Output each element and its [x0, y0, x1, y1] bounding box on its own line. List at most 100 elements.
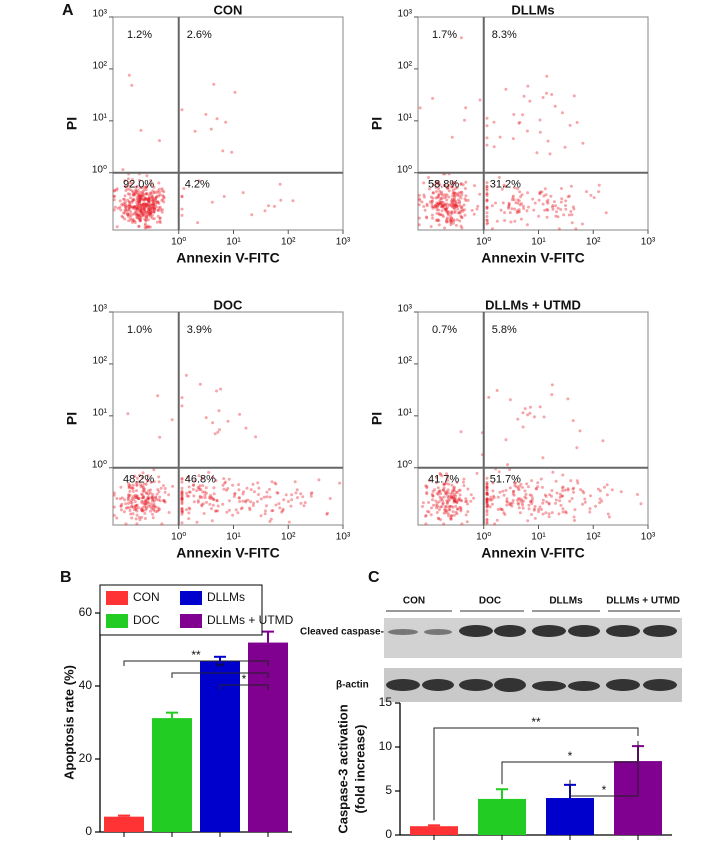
event-dot: [433, 205, 437, 209]
event-dot: [543, 187, 547, 191]
event-dot: [231, 513, 235, 517]
event-dot: [478, 192, 482, 196]
event-dot: [441, 501, 445, 505]
event-dot: [299, 501, 303, 505]
y-tick-label: 10³: [93, 304, 108, 315]
event-dot: [464, 194, 468, 198]
event-dot: [134, 188, 138, 192]
event-dot: [147, 213, 151, 217]
event-dot: [201, 477, 204, 480]
event-dot: [560, 187, 563, 190]
event-dot: [132, 192, 136, 196]
event-dot: [597, 190, 601, 194]
event-dot: [492, 496, 496, 500]
event-dot: [150, 497, 154, 501]
event-dot: [160, 522, 164, 526]
x-tick-label: 10²: [586, 237, 601, 248]
event-dot: [149, 179, 153, 182]
event-dot: [141, 191, 144, 195]
event-dot: [149, 502, 153, 506]
event-dot: [147, 204, 151, 208]
event-dot: [459, 206, 463, 210]
event-dot: [134, 185, 138, 189]
event-dot: [430, 199, 434, 203]
y-tick-label: 10⁰: [397, 459, 412, 470]
event-dot: [141, 213, 145, 217]
event-dot: [458, 493, 462, 497]
event-dot: [143, 196, 147, 200]
event-dot: [422, 181, 426, 185]
event-dot: [430, 492, 434, 496]
event-dot: [518, 120, 522, 124]
event-dot: [451, 185, 454, 189]
event-dot: [504, 438, 508, 442]
event-dot: [126, 496, 130, 500]
event-dot: [485, 508, 489, 512]
event-dot: [510, 198, 514, 202]
event-dot: [137, 497, 141, 501]
event-dot: [136, 204, 140, 207]
event-dot: [527, 503, 531, 507]
event-dot: [445, 220, 449, 224]
legend-swatch: [180, 614, 202, 628]
event-dot: [142, 186, 146, 189]
event-dot: [533, 507, 536, 511]
significance-label: *: [568, 749, 573, 763]
event-dot: [251, 482, 255, 486]
event-dot: [619, 490, 623, 494]
event-dot: [525, 482, 529, 486]
event-dot: [246, 498, 250, 502]
event-dot: [242, 490, 245, 494]
event-dot: [294, 491, 298, 495]
event-dot: [143, 502, 147, 506]
x-tick-label: 10¹: [226, 532, 241, 543]
event-dot: [180, 495, 184, 499]
event-dot: [450, 483, 454, 487]
event-dot: [192, 483, 195, 487]
event-dot: [143, 517, 147, 520]
event-dot: [503, 513, 507, 516]
event-dot: [152, 207, 156, 211]
event-dot: [509, 501, 513, 505]
quadrant-label: 1.7%: [432, 29, 457, 41]
event-dot: [566, 397, 570, 401]
event-dot: [438, 183, 442, 187]
event-dot: [119, 508, 123, 512]
event-dot: [115, 225, 119, 229]
event-dot: [144, 502, 148, 506]
event-dot: [125, 204, 129, 208]
event-dot: [157, 480, 161, 484]
event-dot: [543, 493, 547, 497]
event-dot: [598, 501, 602, 505]
event-dot: [452, 191, 456, 195]
event-dot: [138, 196, 142, 200]
event-dot: [140, 194, 144, 198]
event-dot: [541, 501, 545, 505]
event-dot: [546, 198, 550, 202]
event-dot: [485, 198, 489, 202]
event-dot: [513, 219, 517, 223]
event-dot: [222, 477, 226, 481]
bar: [104, 816, 144, 832]
event-dot: [448, 494, 452, 498]
event-dot: [156, 488, 160, 492]
event-dot: [210, 507, 213, 511]
event-dot: [145, 192, 149, 195]
event-dot: [532, 508, 536, 512]
event-dot: [144, 186, 148, 189]
event-dot: [180, 497, 184, 501]
event-dot: [526, 413, 530, 417]
event-dot: [542, 194, 546, 198]
event-dot: [131, 487, 135, 490]
event-dot: [210, 519, 214, 523]
legend-swatch: [106, 591, 128, 605]
event-dot: [485, 521, 489, 525]
event-dot: [146, 497, 150, 501]
event-dot: [143, 196, 147, 200]
event-dot: [127, 206, 131, 210]
event-dot: [200, 495, 204, 499]
event-dot: [147, 225, 151, 229]
event-dot: [200, 504, 204, 508]
event-dot: [437, 203, 441, 207]
